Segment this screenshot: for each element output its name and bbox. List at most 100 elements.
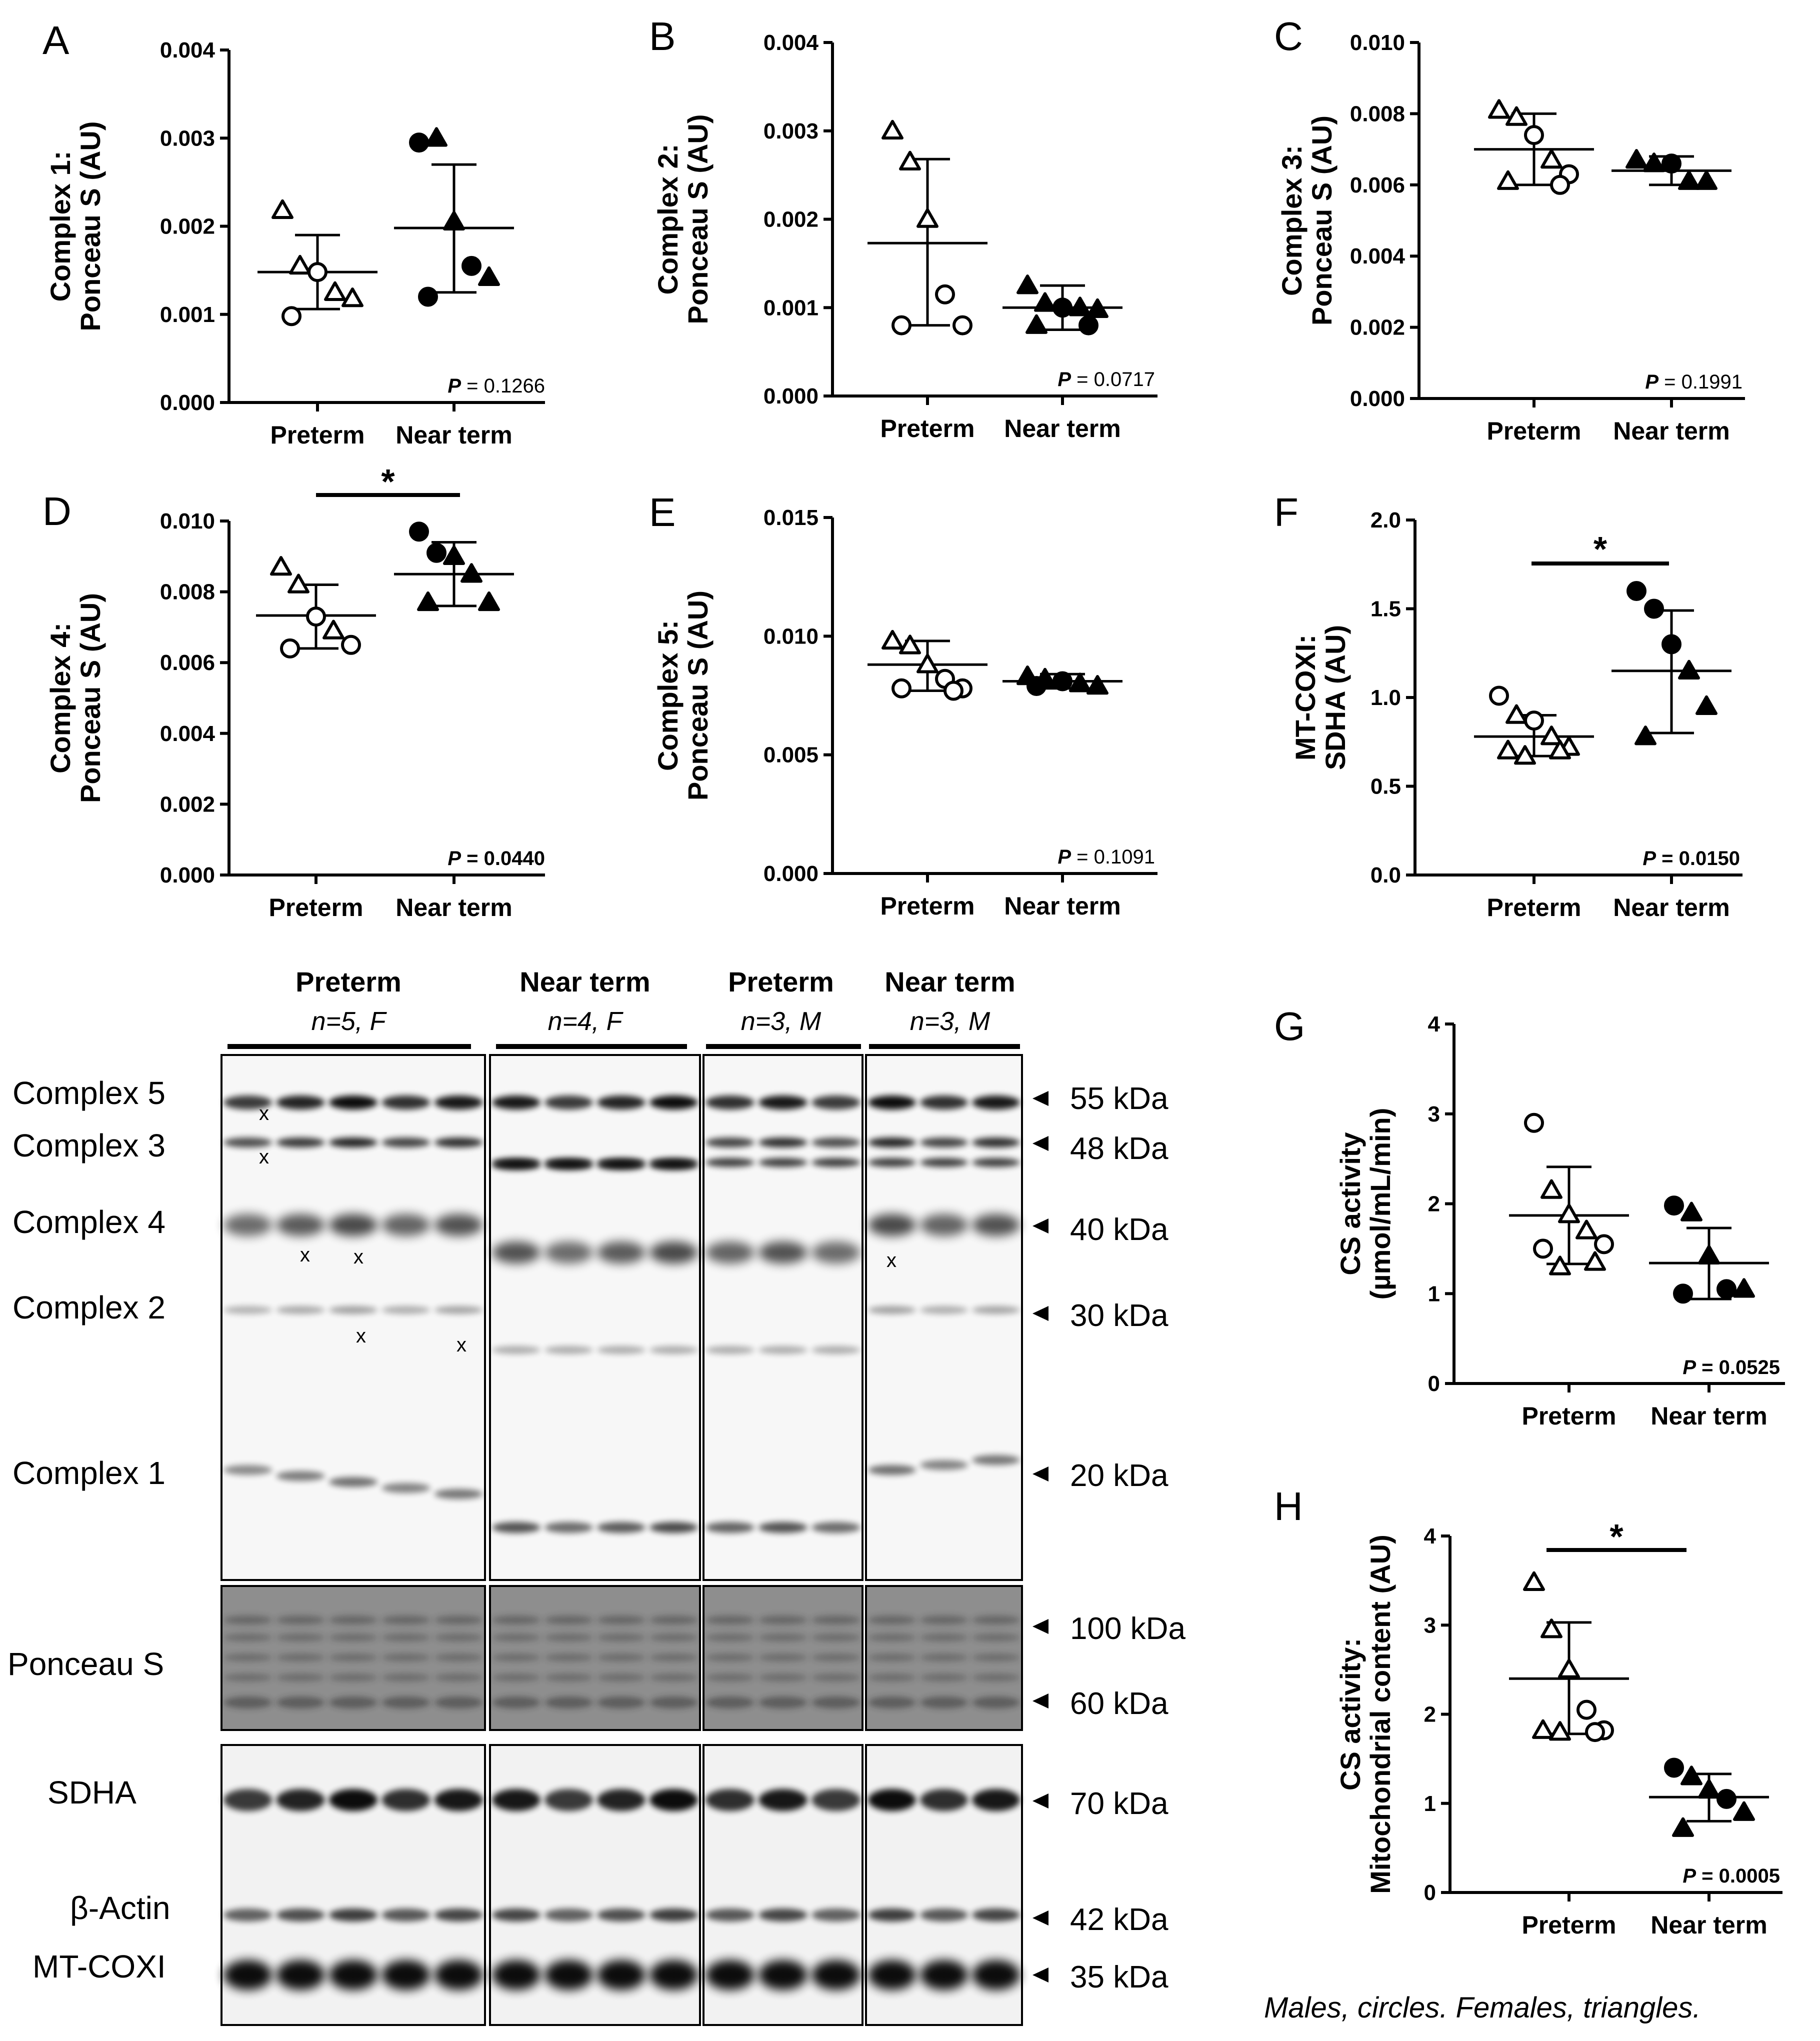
data-point-triangle — [1532, 1719, 1554, 1739]
data-point-triangle — [426, 127, 448, 147]
blot-band — [868, 1214, 916, 1236]
blot-band — [920, 1306, 968, 1314]
blot-band — [544, 1696, 593, 1708]
data-point-circle — [1644, 598, 1664, 619]
blot-band — [812, 1346, 860, 1354]
blot-band — [868, 1158, 916, 1167]
blot-band — [276, 1634, 325, 1642]
y-axis-label: Complex 2:Ponceau S (AU) — [652, 114, 714, 324]
blot-band — [758, 1908, 808, 1922]
blot-panel — [702, 1054, 864, 1581]
blot-band — [224, 1465, 272, 1475]
y-tick-label: 2 — [1424, 1702, 1436, 1727]
blot-band — [382, 1789, 430, 1811]
data-point-triangle — [460, 563, 482, 583]
p-value-number: = 0.0717 — [1071, 368, 1155, 390]
blot-band — [382, 1483, 430, 1493]
blot-band — [920, 1654, 968, 1662]
blot-band — [434, 1696, 483, 1708]
blot-band — [650, 1908, 698, 1922]
data-point-circle — [935, 284, 955, 304]
blot-band — [650, 1634, 698, 1642]
x-tick-label: Near term — [396, 894, 512, 922]
blot-band — [920, 1960, 968, 1990]
x-tick-label: Near term — [396, 421, 512, 449]
blot-band — [434, 1908, 483, 1922]
blot-group-3-name: Preterm — [728, 966, 834, 998]
y-tick-label: 0.002 — [160, 214, 215, 239]
blot-band — [706, 1634, 754, 1642]
excluded-mark: x — [259, 1146, 269, 1168]
data-point-triangle — [1549, 740, 1571, 760]
y-axis-label-line: Complex 4: — [44, 622, 76, 774]
p-value: P = 0.0717 — [1058, 368, 1155, 390]
blot-band — [276, 1960, 325, 1990]
blot-band — [434, 1306, 483, 1314]
kda-arrow — [1032, 1694, 1048, 1708]
label-sdha: SDHA — [48, 1774, 136, 1810]
data-point-triangle — [1680, 1202, 1702, 1222]
y-tick-label: 1 — [1424, 1792, 1436, 1816]
blot-band — [224, 1654, 272, 1662]
p-value-number: = 0.1266 — [461, 375, 545, 397]
kda-55: 55 kDa — [1070, 1082, 1168, 1116]
blot-band — [434, 1096, 483, 1110]
data-point-triangle — [1540, 1179, 1562, 1199]
blot-band — [434, 1616, 483, 1624]
x-tick-label: Preterm — [1522, 1402, 1616, 1430]
data-point-triangle — [1506, 106, 1528, 126]
blot-band — [276, 1908, 325, 1922]
blot-group-3-n: n=3, M — [741, 1007, 822, 1036]
p-value: P = 0.0525 — [1682, 1356, 1780, 1378]
blot-band — [597, 1346, 646, 1354]
data-point-triangle — [1634, 726, 1656, 746]
blot-band — [544, 1346, 593, 1354]
data-point-triangle — [1523, 1571, 1545, 1591]
blot-band — [329, 1477, 378, 1487]
y-axis-label-line: (µmol/mL/min) — [1364, 1108, 1396, 1300]
blot-band — [597, 1789, 646, 1811]
data-point-triangle — [289, 254, 311, 275]
data-point-triangle — [324, 281, 346, 301]
blot-band — [706, 1138, 754, 1148]
y-axis-label-line: SDHA (AU) — [1320, 625, 1351, 770]
y-axis-label: Complex 5:Ponceau S (AU) — [652, 590, 714, 800]
blot-band — [492, 1616, 540, 1624]
data-point-circle — [944, 680, 964, 701]
blot-band — [812, 1096, 860, 1110]
blot-panel — [220, 1054, 486, 1581]
panel-d-complex4: D 0.000 0.002 0.004 0.006 0.008 0.010 Preterm Ne… — [42, 462, 545, 922]
data-point-circle — [280, 638, 300, 658]
blot-band — [758, 1138, 808, 1148]
kda-30: 30 kDa — [1070, 1298, 1168, 1333]
blot-band — [706, 1158, 754, 1167]
kda-arrow — [1032, 1968, 1048, 1982]
x-tick-label: Near term — [1650, 1402, 1767, 1430]
blot-band — [868, 1096, 916, 1110]
data-point-triangle — [1680, 1766, 1702, 1786]
p-value-symbol: P — [1642, 848, 1656, 870]
blot-band — [434, 1654, 483, 1662]
blot-band — [972, 1960, 1020, 1990]
blot-band — [434, 1960, 483, 1990]
blot-band — [329, 1096, 378, 1110]
y-tick-label: 1.0 — [1370, 686, 1401, 710]
blot-band — [758, 1634, 808, 1642]
data-point-triangle — [1678, 660, 1700, 680]
blot-band — [812, 1522, 860, 1533]
blot-ponceau-image — [220, 1585, 1023, 1731]
excluded-mark: x — [354, 1246, 364, 1268]
blot-band — [224, 1214, 272, 1236]
data-point-circle — [1662, 634, 1682, 654]
blot-band — [224, 1696, 272, 1708]
data-point-triangle — [478, 591, 500, 612]
data-point-triangle — [1514, 745, 1536, 765]
blot-band — [434, 1634, 483, 1642]
blot-band — [812, 1696, 860, 1708]
panel-letter: G — [1274, 1004, 1305, 1048]
kda-arrow — [1032, 1136, 1048, 1151]
blot-band — [276, 1096, 325, 1110]
blot-band — [434, 1489, 483, 1499]
data-point-triangle — [1558, 1658, 1580, 1678]
